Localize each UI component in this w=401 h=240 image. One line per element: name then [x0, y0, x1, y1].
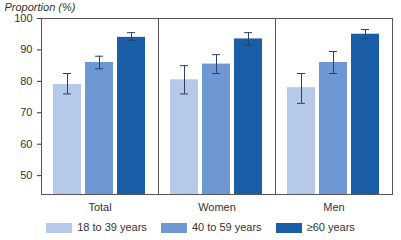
- svg-text:Proportion (%): Proportion (%): [5, 1, 76, 13]
- svg-text:Total: Total: [88, 201, 111, 213]
- svg-text:70: 70: [20, 106, 32, 118]
- svg-text:100: 100: [14, 12, 32, 24]
- html-text:≥60 years: ≥60 years: [306, 221, 355, 233]
- svg-text:Men: Men: [323, 201, 344, 213]
- svg-text:50: 50: [20, 169, 32, 181]
- svg-text:90: 90: [20, 43, 32, 55]
- svg-text:80: 80: [20, 75, 32, 87]
- html-text:40 to 59 years: 40 to 59 years: [191, 221, 262, 233]
- svg-text:60: 60: [20, 138, 32, 150]
- svg-text:Women: Women: [198, 201, 236, 213]
- html-text:18 to 39 years: 18 to 39 years: [77, 221, 147, 233]
